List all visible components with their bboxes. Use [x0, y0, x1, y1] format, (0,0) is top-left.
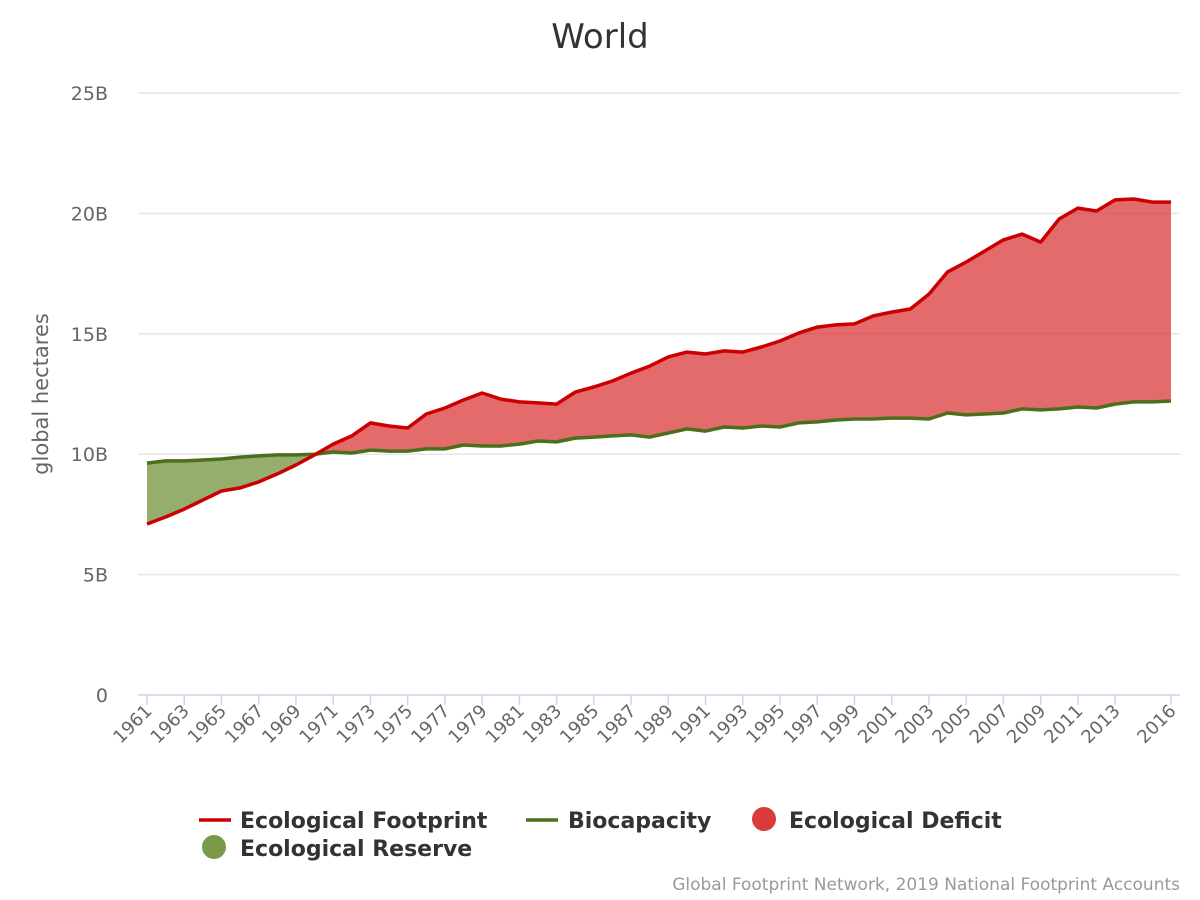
x-tick-label: 2011	[1040, 701, 1087, 748]
x-tick-label: 1997	[780, 701, 827, 748]
x-tick-label: 2016	[1133, 701, 1180, 748]
legend-item-deficit[interactable]: Ecological Deficit	[752, 807, 1002, 834]
x-tick-label: 1975	[370, 701, 417, 748]
x-tick-label: 1987	[593, 701, 640, 748]
y-tick-label: 5B	[83, 565, 108, 587]
x-tick-label: 1971	[295, 701, 342, 748]
reserve-legend-symbol	[202, 835, 226, 859]
x-axis-ticks: 1961196319651967196919711973197519771979…	[109, 695, 1181, 748]
x-tick-label: 1967	[221, 701, 268, 748]
y-axis-label: global hectares	[29, 313, 53, 475]
x-tick-label: 1965	[184, 701, 231, 748]
y-tick-label: 0	[96, 685, 108, 707]
x-tick-label: 1973	[333, 701, 380, 748]
y-tick-label: 25B	[71, 83, 108, 105]
x-tick-label: 1969	[258, 701, 305, 748]
legend-label: Ecological Footprint	[240, 809, 488, 834]
x-tick-label: 1991	[668, 701, 715, 748]
x-tick-label: 1961	[109, 701, 156, 748]
x-tick-label: 2003	[891, 701, 938, 748]
legend: Ecological Footprint Biocapacity Ecologi…	[199, 807, 1002, 862]
y-tick-label: 20B	[71, 203, 108, 225]
legend-label: Ecological Deficit	[789, 809, 1002, 834]
ecological-footprint-line	[146, 197, 1171, 526]
legend-item-biocapacity[interactable]: Biocapacity	[526, 809, 711, 834]
deficit-legend-symbol	[752, 807, 776, 831]
x-tick-label: 1989	[631, 701, 678, 748]
x-tick-label: 2005	[928, 701, 975, 748]
legend-label: Biocapacity	[568, 809, 711, 834]
y-axis-ticks: 0 5B 10B 15B 20B 25B	[71, 83, 108, 707]
x-tick-label: 1963	[147, 701, 194, 748]
x-tick-label: 1995	[742, 701, 789, 748]
x-tick-label: 1985	[556, 701, 603, 748]
y-tick-label: 10B	[71, 444, 108, 466]
x-tick-label: 2009	[1003, 701, 1050, 748]
x-tick-label: 2007	[966, 701, 1013, 748]
x-tick-label: 2001	[854, 701, 901, 748]
x-tick-label: 1981	[482, 701, 529, 748]
x-tick-label: 2013	[1077, 701, 1124, 748]
legend-item-footprint[interactable]: Ecological Footprint	[199, 809, 488, 834]
credits[interactable]: Global Footprint Network, 2019 National …	[672, 875, 1180, 895]
x-tick-label: 1993	[705, 701, 752, 748]
y-tick-label: 15B	[71, 324, 108, 346]
ecological-reserve-area	[147, 401, 1171, 524]
x-tick-label: 1979	[444, 701, 491, 748]
x-tick-label: 1983	[519, 701, 566, 748]
ecological-deficit-area	[147, 199, 1171, 464]
legend-item-reserve[interactable]: Ecological Reserve	[202, 835, 472, 862]
legend-label: Ecological Reserve	[240, 837, 472, 862]
x-tick-label: 1999	[817, 701, 864, 748]
x-tick-label: 1977	[407, 701, 454, 748]
chart-title: World	[551, 17, 648, 57]
